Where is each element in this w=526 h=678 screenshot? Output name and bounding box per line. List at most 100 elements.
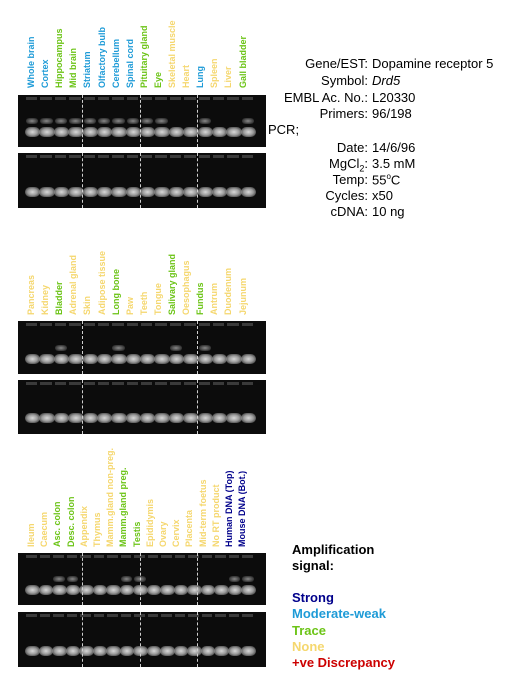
gel-well	[112, 155, 124, 158]
gel-band	[241, 646, 256, 657]
gel-well	[147, 614, 159, 617]
lane-divider	[82, 95, 83, 147]
info-symbol-value: Drd5	[372, 73, 401, 88]
gel-band	[187, 585, 202, 596]
gel-well	[212, 382, 225, 385]
gel-well	[242, 555, 253, 558]
gel-band	[119, 585, 135, 596]
gel-band	[111, 413, 127, 424]
gel-faint-band	[54, 118, 68, 125]
lane-label: Desc. colon	[65, 496, 76, 547]
gel-well	[107, 555, 118, 558]
lane-label: Bladder	[54, 281, 65, 315]
gel-band	[39, 353, 55, 364]
gel-band	[53, 353, 70, 364]
gel-well	[112, 382, 124, 385]
lane-label: Adipose tissue	[96, 250, 107, 315]
gel-well	[112, 97, 124, 100]
gel-well	[184, 323, 196, 326]
lane-label: Cortex	[40, 59, 51, 88]
gel-faint-band	[126, 118, 139, 125]
gel-band	[211, 413, 228, 424]
gel-well	[215, 614, 226, 617]
gel-band	[111, 187, 127, 198]
gel-well	[66, 555, 78, 558]
gel-band	[211, 187, 228, 198]
gel-well	[228, 614, 240, 617]
gel-well	[212, 97, 225, 100]
gel-band	[226, 353, 242, 364]
lane-label: Appendix	[78, 505, 89, 547]
gel-well	[134, 614, 145, 617]
lane-label: Jejunum	[237, 277, 248, 315]
lane-label: Spinal cord	[124, 38, 135, 88]
legend-title-line2: signal:	[292, 558, 334, 573]
gel-faint-band	[40, 118, 53, 125]
lane-label: Heart	[181, 64, 192, 88]
lane-divider	[82, 321, 83, 374]
gel-well	[69, 155, 81, 158]
gel-well	[97, 155, 110, 158]
gel-well	[134, 555, 145, 558]
lane-label: Asc. colon	[52, 501, 63, 547]
gel-band	[226, 127, 242, 138]
gel-well	[241, 323, 253, 326]
gel-faint-band	[97, 118, 111, 125]
gel-band	[25, 585, 40, 596]
pcr-temp-key: Temp:	[332, 172, 368, 187]
gel-well	[80, 555, 91, 558]
gel-band	[168, 413, 185, 424]
gel-band	[68, 353, 84, 364]
lane-divider	[197, 380, 198, 434]
gel-faint-band	[228, 576, 241, 583]
gel-band	[65, 646, 81, 657]
lane-label: Placenta	[184, 509, 195, 547]
gel-band	[140, 187, 156, 198]
gel-band	[106, 646, 121, 657]
gel-well	[169, 323, 182, 326]
gel-band	[82, 127, 98, 138]
gel-well	[83, 97, 95, 100]
gel-well	[93, 614, 105, 617]
lane-label: Paw	[124, 296, 135, 315]
lane-label: Ileum	[26, 523, 36, 547]
lane-label: Skin	[82, 295, 93, 315]
gel-band	[197, 187, 213, 198]
gel-band	[183, 413, 199, 424]
gel-band	[187, 646, 202, 657]
gel-well	[83, 155, 95, 158]
gel-well	[26, 323, 38, 326]
gel-well	[227, 155, 239, 158]
gel-well	[227, 97, 239, 100]
lane-divider	[197, 321, 198, 374]
lane-label: Cervix	[171, 519, 182, 547]
gel-faint-band	[69, 118, 82, 125]
lane-label: Hippocampus	[54, 28, 65, 88]
lane-divider	[82, 612, 83, 667]
gel-band	[241, 585, 256, 596]
gel-band	[154, 127, 170, 138]
gel-well	[188, 614, 199, 617]
gel-band	[154, 413, 170, 424]
gel-band	[140, 127, 156, 138]
gel-well	[54, 382, 67, 385]
gel-well	[26, 614, 37, 617]
gel-band	[211, 353, 228, 364]
gel-band	[173, 585, 189, 596]
gel-well	[97, 382, 110, 385]
gel-band	[53, 187, 70, 198]
info-gene-value: Dopamine receptor 5	[372, 56, 494, 71]
gel-well	[201, 555, 213, 558]
gel-well	[83, 382, 95, 385]
pcr-temp-value: 55oC	[372, 172, 401, 188]
gel-band	[68, 187, 84, 198]
gel-band	[82, 413, 98, 424]
gel-well	[26, 155, 38, 158]
lane-label: Teeth	[138, 291, 149, 315]
gel-band	[106, 585, 121, 596]
gel-well	[201, 614, 213, 617]
gel-well	[141, 323, 153, 326]
gel-band	[96, 353, 113, 364]
gel-well	[198, 155, 210, 158]
gel-well	[69, 382, 81, 385]
